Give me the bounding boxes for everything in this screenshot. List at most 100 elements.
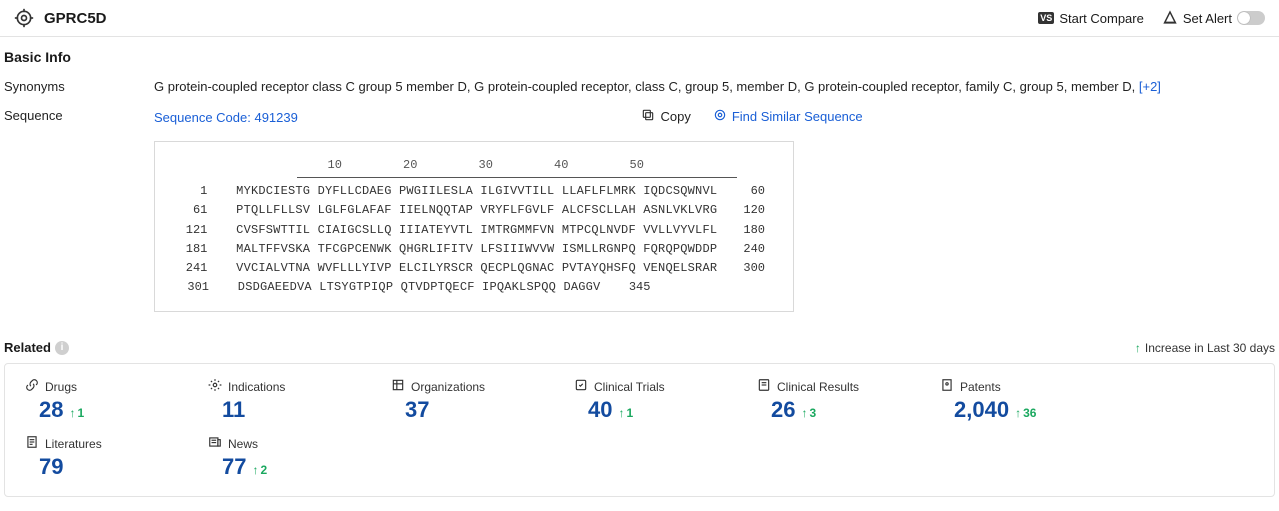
card-delta: ↑2 [252,463,267,477]
related-title-text: Related [4,340,51,355]
ruler-line [297,177,737,178]
sequence-row: Sequence Sequence Code: 491239 Copy Find… [4,108,1275,125]
find-icon [713,108,727,125]
basic-info-title: Basic Info [4,49,1275,65]
card-row: Literatures 79 News 77 ↑2 [9,435,1270,492]
copy-button[interactable]: Copy [641,108,690,125]
card-value-row: 79 [25,454,192,480]
card-value: 40 [588,397,612,423]
sequence-box-row: 10 20 30 40 50 1 MYKDCIESTG DYFLLCDAEG P… [4,131,1275,312]
card-row: Drugs 28 ↑1 Indications 11 Organizations 37 Cli… [9,378,1270,435]
spacer [4,131,154,312]
find-similar-button[interactable]: Find Similar Sequence [713,108,863,125]
related-card-organizations[interactable]: Organizations 37 [375,378,558,435]
info-icon[interactable]: i [55,341,69,355]
related-card-literatures[interactable]: Literatures 79 [9,435,192,492]
card-head: Drugs [25,378,192,395]
related-card-clinical-results[interactable]: Clinical Results 26 ↑3 [741,378,924,435]
card-value-row: 2,040 ↑36 [940,397,1107,423]
sequence-line: 181 MALTFFVSKA TFCGPCENWK QHGRLIFITV LFS… [183,240,765,259]
card-head: Patents [940,378,1107,395]
legend-text: Increase in Last 30 days [1145,341,1275,355]
ruler-tick: 40 [524,156,600,175]
card-value: 77 [222,454,246,480]
related-card-patents[interactable]: Patents 2,040 ↑36 [924,378,1107,435]
card-value: 28 [39,397,63,423]
target-icon [14,8,34,28]
result-icon [757,378,771,395]
card-value-row: 77 ↑2 [208,454,375,480]
card-value: 37 [405,397,429,423]
seq-start: 61 [183,201,221,220]
card-delta: ↑1 [69,406,84,420]
page-title: GPRC5D [44,10,107,27]
sequence-line: 301 DSDGAEEDVA LTSYGTPIQP QTVDPTQECF IPQ… [183,278,765,297]
sequence-line: 121 CVSFSWTTIL CIAIGCSLLQ IIIATEYVTL IMT… [183,221,765,240]
sequence-line: 1 MYKDCIESTG DYFLLCDAEG PWGIILESLA ILGIV… [183,182,765,201]
seq-end: 300 [717,259,765,278]
related-cards: Drugs 28 ↑1 Indications 11 Organizations 37 Cli… [4,363,1275,497]
card-label: Organizations [411,380,485,394]
seq-body: CVSFSWTTIL CIAIGCSLLQ IIIATEYVTL IMTRGMM… [221,221,717,240]
card-value: 26 [771,397,795,423]
alert-icon [1162,9,1178,28]
seq-start: 301 [183,278,223,297]
sequence-line: 61 PTQLLFLLSV LGLFGLAFAF IIELNQQTAP VRYF… [183,201,765,220]
up-arrow-icon: ↑ [69,406,75,420]
seq-body: DSDGAEEDVA LTSYGTPIQP QTVDPTQECF IPQAKLS… [223,278,600,297]
synonyms-row: Synonyms G protein-coupled receptor clas… [4,79,1275,94]
ruler-tick: 20 [373,156,449,175]
gear-icon [208,378,222,395]
ruler-tick: 30 [448,156,524,175]
sequence-box-wrap: 10 20 30 40 50 1 MYKDCIESTG DYFLLCDAEG P… [154,131,794,312]
sequence-code-link[interactable]: Sequence Code: 491239 [154,110,298,125]
up-arrow-icon: ↑ [1015,406,1021,420]
start-compare-label: Start Compare [1059,11,1144,26]
trial-icon [574,378,588,395]
seq-end: 120 [717,201,765,220]
card-value-row: 28 ↑1 [25,397,192,423]
seq-end: 240 [717,240,765,259]
sequence-content: Sequence Code: 491239 Copy Find Similar … [154,108,1275,125]
news-icon [208,435,222,452]
sequence-box: 10 20 30 40 50 1 MYKDCIESTG DYFLLCDAEG P… [154,141,794,312]
synonym-item: G protein-coupled receptor, class C, gro… [474,79,804,94]
seq-start: 181 [183,240,221,259]
synonyms-more-link[interactable]: [+2] [1139,79,1161,94]
sequence-label: Sequence [4,108,154,125]
card-value: 79 [39,454,63,480]
link-icon [25,378,39,395]
related-header: Related i ↑ Increase in Last 30 days [0,326,1279,363]
org-icon [391,378,405,395]
header-left: GPRC5D [14,8,107,28]
card-head: Clinical Trials [574,378,741,395]
related-legend: ↑ Increase in Last 30 days [1135,341,1275,355]
sequence-actions: Copy Find Similar Sequence [641,108,862,125]
related-card-clinical-trials[interactable]: Clinical Trials 40↑1 [558,378,741,435]
sequence-line: 241 VVCIALVTNA WVFLLLYIVP ELCILYRSCR QEC… [183,259,765,278]
card-label: Indications [228,380,285,394]
seq-start: 121 [183,221,221,240]
copy-icon [641,108,655,125]
related-card-news[interactable]: News 77 ↑2 [192,435,375,492]
card-label: News [228,437,258,451]
up-arrow-icon: ↑ [252,463,258,477]
seq-body: MALTFFVSKA TFCGPCENWK QHGRLIFITV LFSIIIW… [221,240,717,259]
card-value: 11 [222,397,245,423]
card-value: 2,040 [954,397,1009,423]
card-value-row: 40↑1 [574,397,741,423]
card-delta: ↑36 [1015,406,1036,420]
related-card-indications[interactable]: Indications 11 [192,378,375,435]
card-label: Clinical Trials [594,380,665,394]
alert-toggle[interactable] [1237,11,1265,25]
card-head: Clinical Results [757,378,924,395]
set-alert-button[interactable]: Set Alert [1162,9,1265,28]
card-label: Clinical Results [777,380,859,394]
card-head: Literatures [25,435,192,452]
page-header: GPRC5D VS Start Compare Set Alert [0,0,1279,37]
card-delta: ↑3 [801,406,816,420]
start-compare-button[interactable]: VS Start Compare [1038,11,1144,26]
seq-end: 180 [717,221,765,240]
related-card-drugs[interactable]: Drugs 28 ↑1 [9,378,192,435]
compare-icon: VS [1038,12,1054,24]
